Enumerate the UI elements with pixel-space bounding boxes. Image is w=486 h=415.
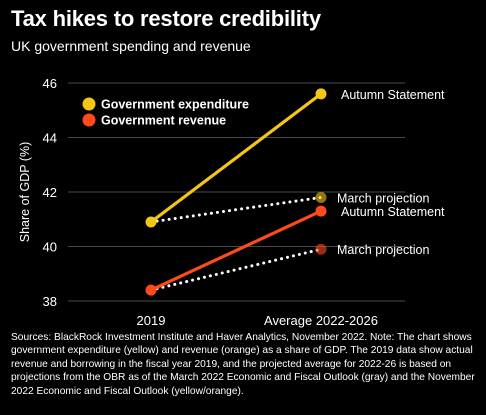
projection-line	[149, 247, 323, 292]
series-lines	[149, 92, 323, 292]
chart-subtitle: UK government spending and revenue	[11, 38, 251, 54]
gridlines	[68, 82, 405, 302]
legend-swatch	[82, 113, 96, 127]
x-axis-ticks: 2019 Average 2022-2026	[137, 313, 378, 328]
legend: Government expenditure Government revenue	[82, 97, 249, 128]
series-line	[150, 209, 322, 292]
series-line	[150, 92, 322, 224]
series-end-label: March projection	[337, 191, 429, 205]
legend-swatch	[82, 97, 96, 111]
projection-line	[149, 195, 323, 224]
series-end-point	[315, 88, 327, 100]
y-axis-ticks: 38 40 42 44 46	[43, 76, 57, 309]
series-start-point	[145, 216, 157, 228]
y-tick-label: 46	[43, 76, 57, 91]
legend-label: Government expenditure	[101, 98, 249, 112]
projection-end-point	[315, 191, 327, 203]
projection-end-point	[315, 243, 327, 255]
y-tick-label: 42	[43, 185, 57, 200]
x-tick-label: Average 2022-2026	[264, 313, 378, 328]
y-tick-label: 40	[43, 240, 57, 255]
chart-title: Tax hikes to restore credibility	[11, 6, 321, 31]
y-axis-label: Share of GDP (%)	[18, 142, 32, 243]
series-start-point	[145, 284, 157, 296]
y-tick-label: 44	[43, 131, 57, 146]
series-end-label: Autumn Statement	[341, 205, 445, 219]
source-note: Sources: BlackRock Investment Institute …	[11, 332, 475, 397]
series-end-point	[315, 205, 327, 217]
x-tick-label: 2019	[137, 313, 166, 328]
y-tick-label: 38	[43, 294, 57, 309]
series-end-label: Autumn Statement	[341, 88, 445, 102]
series-end-label: March projection	[337, 243, 429, 257]
line-chart: 38 40 42 44 46 Share of GDP (%) 2019 Average …	[18, 76, 445, 328]
series-points	[145, 88, 327, 296]
legend-label: Government revenue	[101, 114, 226, 128]
